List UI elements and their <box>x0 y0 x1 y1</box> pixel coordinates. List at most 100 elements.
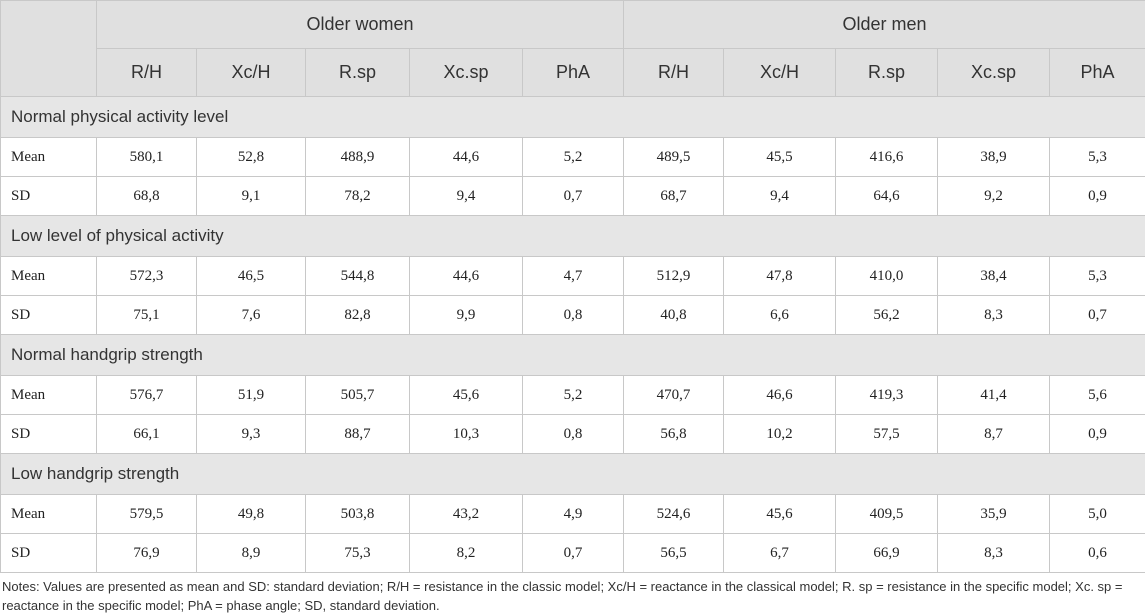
cell: 68,7 <box>623 176 724 216</box>
cell: 8,7 <box>937 414 1050 454</box>
data-row: SD 75,1 7,6 82,8 9,9 0,8 40,8 6,6 56,2 8,3 0,7 <box>0 295 1145 335</box>
header-row: Older women Older men <box>0 0 1145 97</box>
row-label: SD <box>0 414 97 454</box>
cell: 68,8 <box>96 176 197 216</box>
cell: 57,5 <box>835 414 938 454</box>
cell: 410,0 <box>835 256 938 296</box>
column-header: R.sp <box>835 48 938 97</box>
data-row: SD 68,8 9,1 78,2 9,4 0,7 68,7 9,4 64,6 9,2 0,9 <box>0 176 1145 216</box>
cell: 66,9 <box>835 533 938 573</box>
cell: 5,6 <box>1048 375 1145 415</box>
cell: 47,8 <box>723 256 836 296</box>
cell: 10,2 <box>723 414 836 454</box>
cell: 8,2 <box>409 533 523 573</box>
section-row: Normal physical activity level <box>0 96 1145 138</box>
cell: 4,9 <box>522 494 624 534</box>
row-label: Mean <box>0 137 97 177</box>
cell: 9,1 <box>196 176 306 216</box>
cell: 46,6 <box>723 375 836 415</box>
cell: 45,6 <box>409 375 523 415</box>
cell: 76,9 <box>96 533 197 573</box>
cell: 9,9 <box>409 295 523 335</box>
cell: 0,7 <box>522 176 624 216</box>
cell: 44,6 <box>409 137 523 177</box>
data-row: SD 66,1 9,3 88,7 10,3 0,8 56,8 10,2 57,5 8,7 0,9 <box>0 414 1145 454</box>
cell: 470,7 <box>623 375 724 415</box>
cell: 8,3 <box>937 533 1050 573</box>
header-row: R/H Xc/H R.sp Xc.sp PhA R/H Xc/H R.sp Xc.sp PhA <box>1 48 1145 97</box>
cell: 0,7 <box>1048 295 1145 335</box>
cell: 38,4 <box>937 256 1050 296</box>
cell: 5,2 <box>522 137 624 177</box>
column-header: PhA <box>1048 48 1145 97</box>
column-header: Xc/H <box>723 48 836 97</box>
cell: 75,1 <box>96 295 197 335</box>
cell: 0,7 <box>522 533 624 573</box>
cell: 0,9 <box>1048 176 1145 216</box>
cell: 416,6 <box>835 137 938 177</box>
cell: 409,5 <box>835 494 938 534</box>
cell: 46,5 <box>196 256 306 296</box>
column-header: Xc/H <box>196 48 306 97</box>
cell: 0,9 <box>1048 414 1145 454</box>
cell: 488,9 <box>305 137 410 177</box>
cell: 4,7 <box>522 256 624 296</box>
cell: 0,8 <box>522 414 624 454</box>
section-title: Normal handgrip strength <box>0 334 1145 376</box>
cell: 512,9 <box>623 256 724 296</box>
cell: 49,8 <box>196 494 306 534</box>
data-row: SD 76,9 8,9 75,3 8,2 0,7 56,5 6,7 66,9 8,3 0,6 <box>0 533 1145 573</box>
row-label: Mean <box>0 494 97 534</box>
cell: 9,4 <box>409 176 523 216</box>
cell: 576,7 <box>96 375 197 415</box>
section-title: Low level of physical activity <box>0 215 1145 257</box>
cell: 503,8 <box>305 494 410 534</box>
data-row: Mean 576,7 51,9 505,7 45,6 5,2 470,7 46,6 419,3 4… <box>0 375 1145 415</box>
data-row: Mean 572,3 46,5 544,8 44,6 4,7 512,9 47,8 410,0 3… <box>0 256 1145 296</box>
cell: 44,6 <box>409 256 523 296</box>
cell: 7,6 <box>196 295 306 335</box>
cell: 38,9 <box>937 137 1050 177</box>
cell: 8,3 <box>937 295 1050 335</box>
cell: 9,3 <box>196 414 306 454</box>
section-row: Low handgrip strength <box>0 453 1145 495</box>
cell: 40,8 <box>623 295 724 335</box>
cell: 41,4 <box>937 375 1050 415</box>
data-table: Older women Older men R/H Xc/H R.sp Xc.sp PhA R… <box>0 0 1145 573</box>
cell: 45,5 <box>723 137 836 177</box>
cell: 5,0 <box>1048 494 1145 534</box>
cell: 56,8 <box>623 414 724 454</box>
section-title: Low handgrip strength <box>0 453 1145 495</box>
cell: 6,7 <box>723 533 836 573</box>
cell: 6,6 <box>723 295 836 335</box>
row-label: Mean <box>0 256 97 296</box>
cell: 75,3 <box>305 533 410 573</box>
cell: 35,9 <box>937 494 1050 534</box>
row-label: Mean <box>0 375 97 415</box>
column-header: R/H <box>96 48 197 97</box>
section-title: Normal physical activity level <box>0 96 1145 138</box>
data-row: Mean 580,1 52,8 488,9 44,6 5,2 489,5 45,5 416,6 3… <box>0 137 1145 177</box>
cell: 579,5 <box>96 494 197 534</box>
column-header: PhA <box>522 48 624 97</box>
section-row: Normal handgrip strength <box>0 334 1145 376</box>
cell: 56,2 <box>835 295 938 335</box>
cell: 9,2 <box>937 176 1050 216</box>
section-row: Low level of physical activity <box>0 215 1145 257</box>
column-header: R.sp <box>305 48 410 97</box>
cell: 82,8 <box>305 295 410 335</box>
group-header: Older women <box>96 0 624 49</box>
cell: 78,2 <box>305 176 410 216</box>
cell: 524,6 <box>623 494 724 534</box>
cell: 544,8 <box>305 256 410 296</box>
cell: 66,1 <box>96 414 197 454</box>
cell: 5,2 <box>522 375 624 415</box>
cell: 8,9 <box>196 533 306 573</box>
group-header: Older men <box>622 0 1145 49</box>
cell: 45,6 <box>723 494 836 534</box>
cell: 9,4 <box>723 176 836 216</box>
row-label: SD <box>0 295 97 335</box>
column-header: Xc.sp <box>937 48 1050 97</box>
cell: 0,6 <box>1048 533 1145 573</box>
